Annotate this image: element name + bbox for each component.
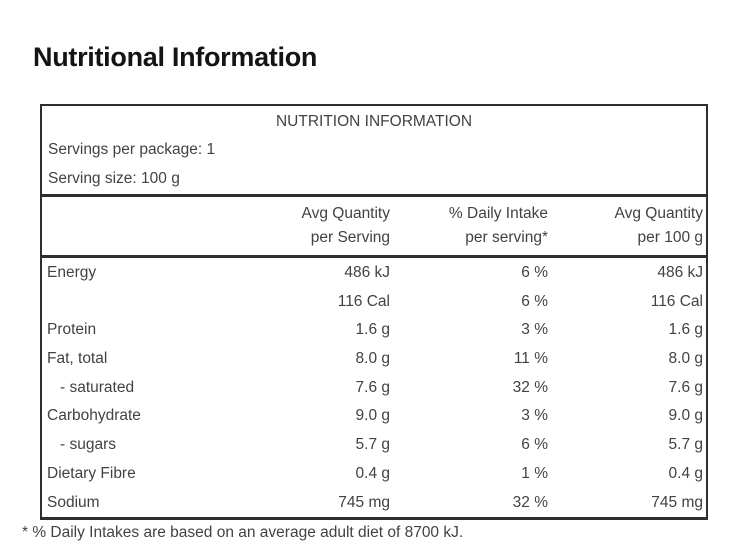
- value-daily-intake: 32 %: [512, 493, 548, 511]
- column-header-line: per 100 g: [637, 229, 704, 246]
- nutrient-row-protein: Protein 1.6 g 3 % 1.6 g: [42, 316, 706, 345]
- nutrient-row-sodium: Sodium 745 mg 32 % 745 mg: [42, 489, 706, 518]
- value-per-100g: 9.0 g: [668, 407, 703, 425]
- value-per-100g: 116 Cal: [650, 292, 703, 310]
- value-per-serving: 486 kJ: [344, 264, 390, 281]
- column-header-daily-intake: % Daily Intake per serving*: [390, 202, 548, 250]
- value-per-serving: 7.6 g: [355, 378, 390, 396]
- column-header-line: Avg Quantity: [614, 205, 703, 222]
- nutrient-label: Carbohydrate: [47, 407, 141, 425]
- table-header: NUTRITION INFORMATION: [275, 113, 473, 130]
- value-per-100g: 1.6 g: [668, 321, 703, 339]
- page-title: Nutritional Information: [33, 42, 318, 72]
- value-per-100g: 0.4 g: [668, 464, 703, 482]
- value-per-serving: 9.0 g: [355, 407, 390, 425]
- serving-size: Serving size: 100 g: [48, 170, 180, 187]
- value-per-serving: 0.4 g: [355, 464, 390, 482]
- nutrient-label: - sugars: [60, 436, 116, 454]
- serving-info-section: Servings per package: 1 Serving size: 10…: [42, 135, 706, 194]
- value-per-serving: 745 mg: [338, 493, 390, 511]
- nutrient-label: Energy: [47, 264, 97, 281]
- nutrient-row-energy-cal: 116 Cal 6 % 116 Cal: [42, 288, 706, 317]
- value-daily-intake: 6 %: [521, 292, 548, 310]
- nutrient-label: Protein: [47, 321, 97, 339]
- nutrient-row-sugars: - sugars 5.7 g 6 % 5.7 g: [42, 431, 706, 460]
- nutrient-rows-section: Energy 486 kJ 6 % 486 kJ 116 Cal 6 % 116…: [42, 258, 706, 517]
- nutrient-row-fat-total: Fat, total 8.0 g 11 % 8.0 g: [42, 345, 706, 374]
- column-header-line: % Daily Intake: [448, 205, 548, 222]
- value-per-serving: 5.7 g: [355, 436, 390, 454]
- nutrient-row-carbohydrate: Carbohydrate 9.0 g 3 % 9.0 g: [42, 402, 706, 431]
- value-per-serving: 8.0 g: [355, 350, 390, 368]
- column-header-line: per Serving: [310, 229, 390, 246]
- value-daily-intake: 32 %: [512, 378, 548, 396]
- nutrient-row-dietary-fibre: Dietary Fibre 0.4 g 1 % 0.4 g: [42, 460, 706, 489]
- value-daily-intake: 3 %: [521, 321, 548, 339]
- value-per-serving: 116 Cal: [337, 292, 390, 310]
- value-daily-intake: 3 %: [521, 407, 548, 425]
- value-per-serving: 1.6 g: [355, 321, 390, 339]
- value-per-100g: 745 mg: [651, 493, 703, 511]
- daily-intake-footnote: * % Daily Intakes are based on an averag…: [22, 524, 464, 541]
- value-daily-intake: 1 %: [521, 464, 548, 482]
- column-header-line: per serving*: [465, 229, 548, 246]
- servings-per-package: Servings per package: 1: [48, 141, 216, 158]
- value-per-100g: 8.0 g: [668, 350, 703, 368]
- column-header-per-serving: Avg Quantity per Serving: [242, 202, 390, 250]
- nutrient-label: [42, 288, 242, 317]
- value-daily-intake: 6 %: [521, 264, 548, 281]
- value-per-100g: 5.7 g: [668, 436, 703, 454]
- nutrient-label: Fat, total: [47, 350, 108, 368]
- column-header-row: Avg Quantity per Serving % Daily Intake …: [42, 194, 706, 258]
- nutrient-row-saturated: - saturated 7.6 g 32 % 7.6 g: [42, 374, 706, 403]
- value-per-100g: 486 kJ: [657, 264, 703, 281]
- nutrition-table: NUTRITION INFORMATION Servings per packa…: [40, 104, 708, 521]
- nutrient-row-energy-kj: Energy 486 kJ 6 % 486 kJ: [42, 259, 706, 288]
- value-per-100g: 7.6 g: [668, 378, 703, 396]
- value-daily-intake: 11 %: [513, 350, 548, 368]
- column-header-per-100g: Avg Quantity per 100 g: [548, 202, 706, 250]
- nutrient-label: Sodium: [47, 493, 100, 511]
- nutrient-label: Dietary Fibre: [47, 464, 136, 482]
- nutrient-label: - saturated: [60, 378, 135, 396]
- column-header-spacer: [42, 202, 242, 250]
- value-daily-intake: 6 %: [521, 436, 548, 454]
- column-header-line: Avg Quantity: [301, 205, 390, 222]
